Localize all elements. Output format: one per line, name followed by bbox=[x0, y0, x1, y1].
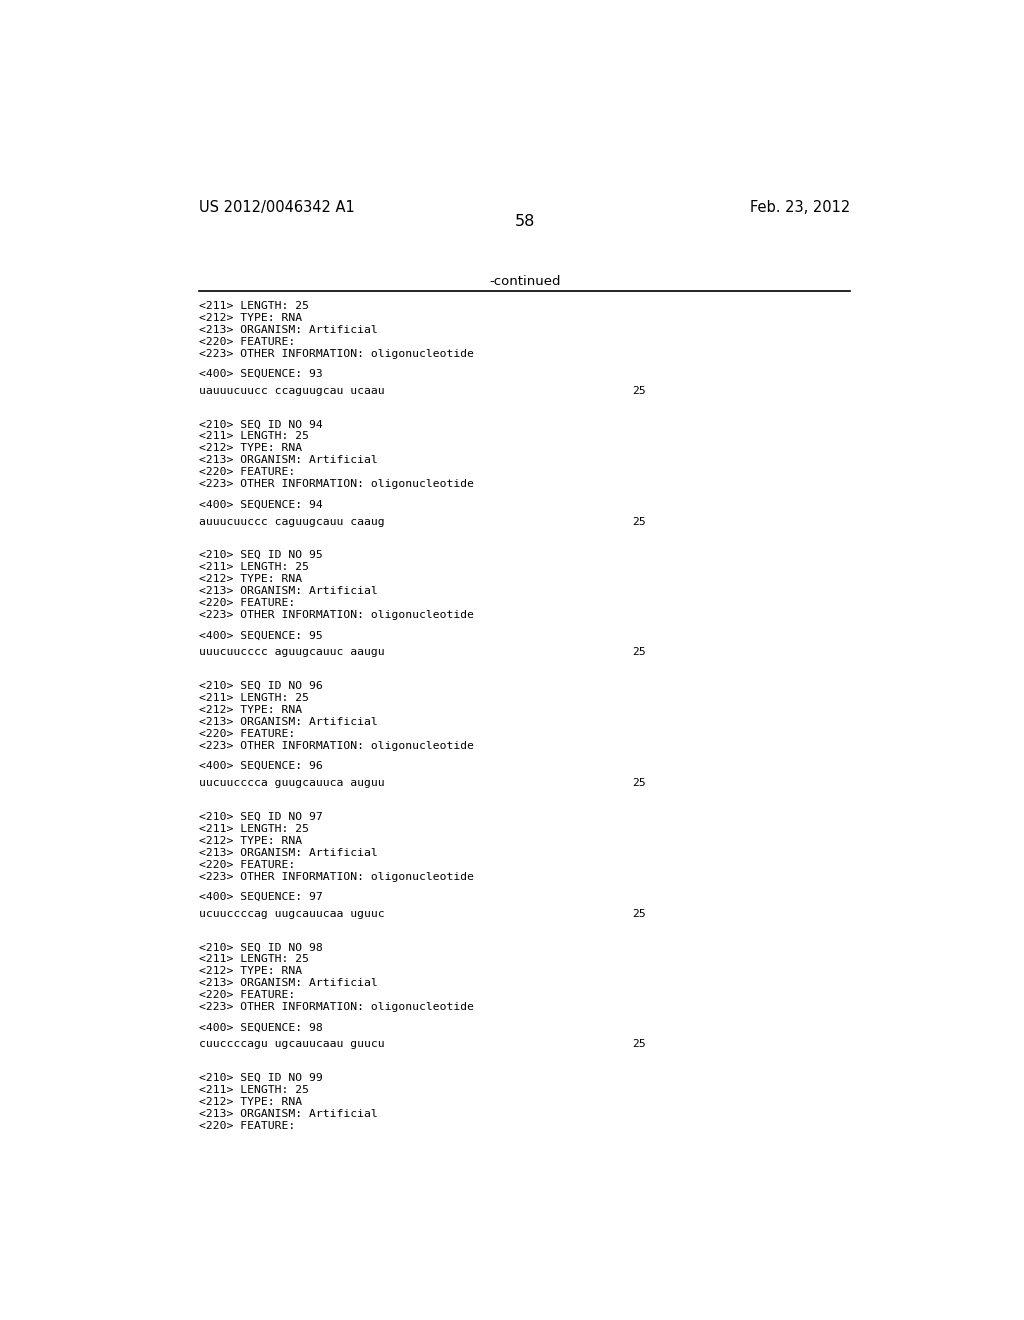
Text: <213> ORGANISM: Artificial: <213> ORGANISM: Artificial bbox=[200, 978, 378, 989]
Text: <212> TYPE: RNA: <212> TYPE: RNA bbox=[200, 574, 302, 583]
Text: cuuccccagu ugcauucaau guucu: cuuccccagu ugcauucaau guucu bbox=[200, 1039, 385, 1049]
Text: ucuuccccag uugcauucaa uguuc: ucuuccccag uugcauucaa uguuc bbox=[200, 908, 385, 919]
Text: <212> TYPE: RNA: <212> TYPE: RNA bbox=[200, 705, 302, 715]
Text: 25: 25 bbox=[632, 385, 646, 396]
Text: <212> TYPE: RNA: <212> TYPE: RNA bbox=[200, 1097, 302, 1107]
Text: <400> SEQUENCE: 93: <400> SEQUENCE: 93 bbox=[200, 370, 324, 379]
Text: Feb. 23, 2012: Feb. 23, 2012 bbox=[750, 199, 850, 215]
Text: uuucuucccc aguugcauuc aaugu: uuucuucccc aguugcauuc aaugu bbox=[200, 647, 385, 657]
Text: <212> TYPE: RNA: <212> TYPE: RNA bbox=[200, 966, 302, 977]
Text: <223> OTHER INFORMATION: oligonucleotide: <223> OTHER INFORMATION: oligonucleotide bbox=[200, 1002, 474, 1012]
Text: <220> FEATURE:: <220> FEATURE: bbox=[200, 467, 296, 478]
Text: <213> ORGANISM: Artificial: <213> ORGANISM: Artificial bbox=[200, 455, 378, 466]
Text: US 2012/0046342 A1: US 2012/0046342 A1 bbox=[200, 199, 355, 215]
Text: auuucuuccc caguugcauu caaug: auuucuuccc caguugcauu caaug bbox=[200, 516, 385, 527]
Text: <223> OTHER INFORMATION: oligonucleotide: <223> OTHER INFORMATION: oligonucleotide bbox=[200, 348, 474, 359]
Text: <220> FEATURE:: <220> FEATURE: bbox=[200, 990, 296, 1001]
Text: <213> ORGANISM: Artificial: <213> ORGANISM: Artificial bbox=[200, 1109, 378, 1119]
Text: <213> ORGANISM: Artificial: <213> ORGANISM: Artificial bbox=[200, 847, 378, 858]
Text: <211> LENGTH: 25: <211> LENGTH: 25 bbox=[200, 432, 309, 441]
Text: 25: 25 bbox=[632, 516, 646, 527]
Text: <400> SEQUENCE: 96: <400> SEQUENCE: 96 bbox=[200, 762, 324, 771]
Text: <400> SEQUENCE: 98: <400> SEQUENCE: 98 bbox=[200, 1023, 324, 1032]
Text: <210> SEQ ID NO 94: <210> SEQ ID NO 94 bbox=[200, 420, 324, 429]
Text: <210> SEQ ID NO 96: <210> SEQ ID NO 96 bbox=[200, 681, 324, 690]
Text: <211> LENGTH: 25: <211> LENGTH: 25 bbox=[200, 562, 309, 572]
Text: <212> TYPE: RNA: <212> TYPE: RNA bbox=[200, 444, 302, 453]
Text: <223> OTHER INFORMATION: oligonucleotide: <223> OTHER INFORMATION: oligonucleotide bbox=[200, 871, 474, 882]
Text: -continued: -continued bbox=[489, 275, 560, 288]
Text: 58: 58 bbox=[515, 214, 535, 228]
Text: <213> ORGANISM: Artificial: <213> ORGANISM: Artificial bbox=[200, 325, 378, 335]
Text: <220> FEATURE:: <220> FEATURE: bbox=[200, 598, 296, 609]
Text: <223> OTHER INFORMATION: oligonucleotide: <223> OTHER INFORMATION: oligonucleotide bbox=[200, 479, 474, 490]
Text: 25: 25 bbox=[632, 777, 646, 788]
Text: <210> SEQ ID NO 97: <210> SEQ ID NO 97 bbox=[200, 812, 324, 821]
Text: 25: 25 bbox=[632, 1039, 646, 1049]
Text: <211> LENGTH: 25: <211> LENGTH: 25 bbox=[200, 824, 309, 833]
Text: <211> LENGTH: 25: <211> LENGTH: 25 bbox=[200, 693, 309, 702]
Text: <400> SEQUENCE: 97: <400> SEQUENCE: 97 bbox=[200, 892, 324, 902]
Text: 25: 25 bbox=[632, 908, 646, 919]
Text: <213> ORGANISM: Artificial: <213> ORGANISM: Artificial bbox=[200, 717, 378, 727]
Text: <211> LENGTH: 25: <211> LENGTH: 25 bbox=[200, 301, 309, 310]
Text: 25: 25 bbox=[632, 647, 646, 657]
Text: uauuucuucc ccaguugcau ucaau: uauuucuucc ccaguugcau ucaau bbox=[200, 385, 385, 396]
Text: <213> ORGANISM: Artificial: <213> ORGANISM: Artificial bbox=[200, 586, 378, 597]
Text: <223> OTHER INFORMATION: oligonucleotide: <223> OTHER INFORMATION: oligonucleotide bbox=[200, 741, 474, 751]
Text: uucuucccca guugcauuca auguu: uucuucccca guugcauuca auguu bbox=[200, 777, 385, 788]
Text: <220> FEATURE:: <220> FEATURE: bbox=[200, 337, 296, 347]
Text: <210> SEQ ID NO 98: <210> SEQ ID NO 98 bbox=[200, 942, 324, 952]
Text: <210> SEQ ID NO 95: <210> SEQ ID NO 95 bbox=[200, 550, 324, 560]
Text: <223> OTHER INFORMATION: oligonucleotide: <223> OTHER INFORMATION: oligonucleotide bbox=[200, 610, 474, 620]
Text: <212> TYPE: RNA: <212> TYPE: RNA bbox=[200, 836, 302, 846]
Text: <211> LENGTH: 25: <211> LENGTH: 25 bbox=[200, 1085, 309, 1096]
Text: <210> SEQ ID NO 99: <210> SEQ ID NO 99 bbox=[200, 1073, 324, 1082]
Text: <212> TYPE: RNA: <212> TYPE: RNA bbox=[200, 313, 302, 322]
Text: <400> SEQUENCE: 94: <400> SEQUENCE: 94 bbox=[200, 500, 324, 510]
Text: <211> LENGTH: 25: <211> LENGTH: 25 bbox=[200, 954, 309, 965]
Text: <220> FEATURE:: <220> FEATURE: bbox=[200, 1121, 296, 1131]
Text: <400> SEQUENCE: 95: <400> SEQUENCE: 95 bbox=[200, 631, 324, 640]
Text: <220> FEATURE:: <220> FEATURE: bbox=[200, 729, 296, 739]
Text: <220> FEATURE:: <220> FEATURE: bbox=[200, 859, 296, 870]
